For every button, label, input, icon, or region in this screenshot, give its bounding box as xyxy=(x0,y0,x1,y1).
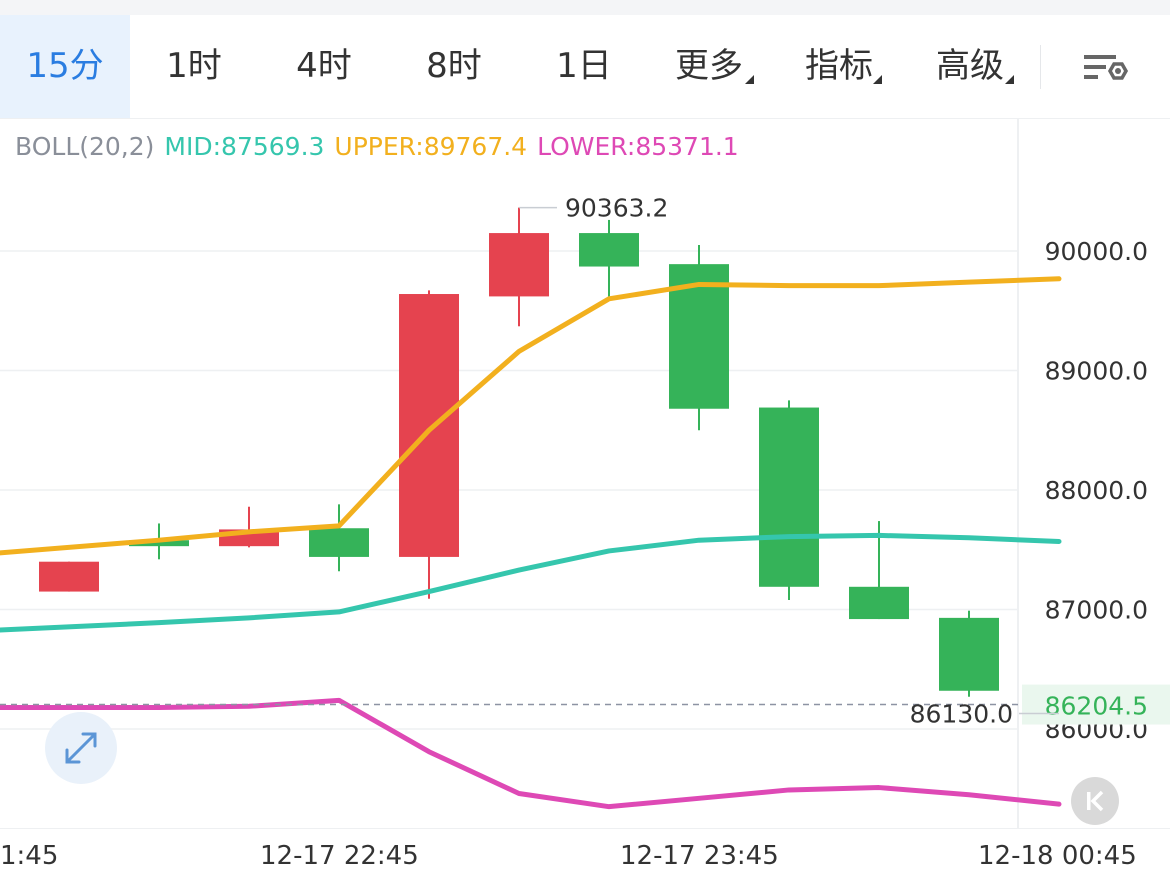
y-tick-label: 89000.0 xyxy=(1045,357,1148,386)
tab-label: 1时 xyxy=(166,46,222,86)
candle-down xyxy=(849,586,909,620)
tab-label: 4时 xyxy=(296,46,352,86)
dropdown-triangle-icon xyxy=(745,75,754,84)
tab-label: 8时 xyxy=(426,46,482,86)
candlestick-chart[interactable]: 86000.087000.088000.089000.090000.090363… xyxy=(0,118,1170,828)
y-tick-label: 87000.0 xyxy=(1045,596,1148,625)
candle-down xyxy=(579,233,639,267)
candle-down xyxy=(309,528,369,557)
x-tick-label: 12-17 22:45 xyxy=(260,841,419,871)
boll-lower-value: LOWER:85371.1 xyxy=(537,132,739,161)
timeframe-toolbar: 15分 1时 4时 8时 1日 更多 指标 高级 xyxy=(0,15,1170,119)
candle-down xyxy=(759,407,819,587)
jump-to-end-icon xyxy=(1087,790,1104,812)
last-price-label: 86204.5 xyxy=(1045,692,1148,721)
tab-label: 指标 xyxy=(805,46,873,86)
tab-more[interactable]: 更多 xyxy=(668,15,754,118)
dropdown-triangle-icon xyxy=(1005,75,1014,84)
tab-label: 高级 xyxy=(936,46,1004,86)
boll-indicator-legend: BOLL(20,2) MID:87569.3 UPPER:89767.4 LOWER:… xyxy=(15,132,749,161)
tab-4h[interactable]: 4时 xyxy=(274,15,374,118)
max-price-label: 90363.2 xyxy=(565,194,668,223)
candle-down xyxy=(939,617,999,691)
min-price-label: 86130.0 xyxy=(910,699,1013,728)
boll-name: BOLL(20,2) xyxy=(15,132,155,161)
candle-down xyxy=(129,540,189,547)
tab-1d[interactable]: 1日 xyxy=(534,15,634,118)
boll-lower-line xyxy=(0,697,1062,810)
x-tick-label: 1:45 xyxy=(0,841,59,871)
tab-15m[interactable]: 15分 xyxy=(0,15,130,118)
x-tick-label: 12-18 00:45 xyxy=(978,841,1137,871)
tab-label: 更多 xyxy=(675,46,743,86)
chart-settings-icon[interactable] xyxy=(1080,50,1130,90)
boll-mid-value: MID:87569.3 xyxy=(164,132,325,161)
candle-up xyxy=(489,233,549,297)
time-axis: 1:45 12-17 22:45 12-17 23:45 12-18 00:45 xyxy=(0,828,1170,880)
candle-up xyxy=(39,561,99,592)
last-price-tag xyxy=(1022,684,1170,725)
y-tick-label: 90000.0 xyxy=(1045,237,1148,266)
boll-mid-line xyxy=(0,532,1062,633)
status-strip xyxy=(0,0,1170,15)
tab-advanced[interactable]: 高级 xyxy=(930,15,1014,118)
boll-upper-value: UPPER:89767.4 xyxy=(334,132,528,161)
candle-up xyxy=(399,294,459,557)
expand-icon xyxy=(65,732,97,764)
tab-label: 15分 xyxy=(26,46,104,86)
tab-indicators[interactable]: 指标 xyxy=(800,15,882,118)
boll-upper-line xyxy=(0,276,1062,556)
scroll-to-latest-button[interactable] xyxy=(1071,777,1119,825)
y-tick-label: 88000.0 xyxy=(1045,476,1148,505)
toolbar-divider xyxy=(1040,45,1041,89)
tab-label: 1日 xyxy=(556,46,612,86)
tab-1h[interactable]: 1时 xyxy=(144,15,244,118)
dropdown-triangle-icon xyxy=(873,75,882,84)
x-tick-label: 12-17 23:45 xyxy=(620,841,779,871)
fullscreen-button[interactable] xyxy=(45,712,117,784)
tab-8h[interactable]: 8时 xyxy=(404,15,504,118)
